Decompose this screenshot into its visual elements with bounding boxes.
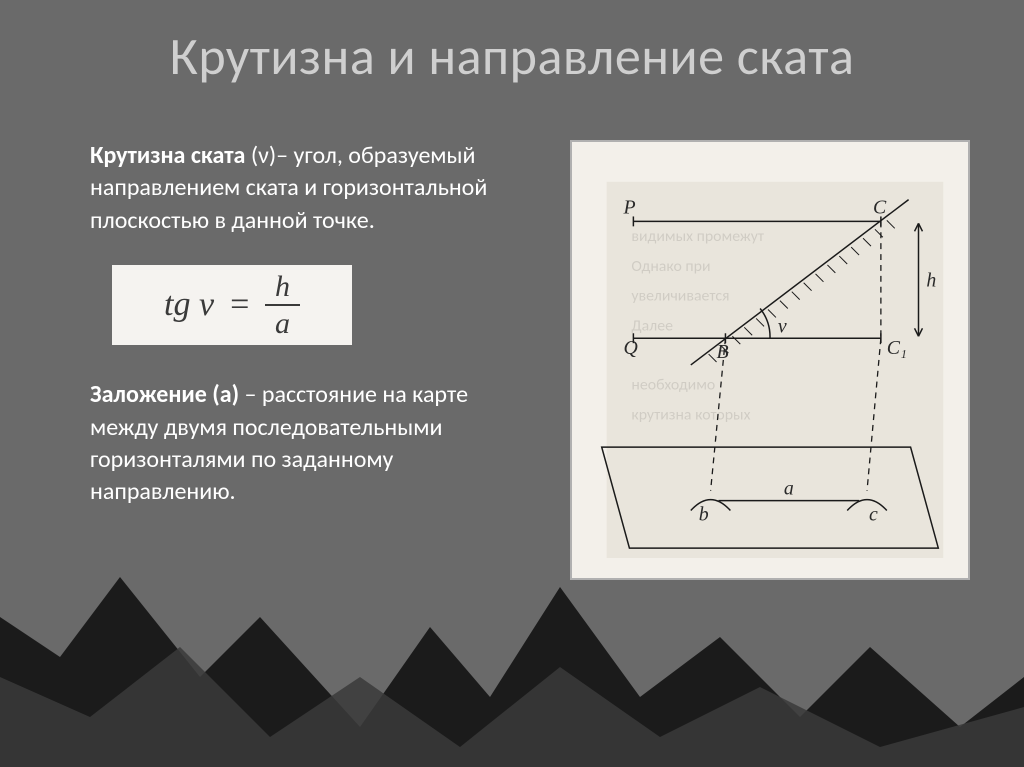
svg-text:необходимо: необходимо <box>631 376 715 395</box>
formula-lhs: tg ν <box>164 286 214 324</box>
definition-steepness: Крутизна ската (ν)– угол, образуемый нап… <box>90 140 520 237</box>
svg-text:увеличивается: увеличивается <box>631 287 729 306</box>
label-nu: ν <box>778 315 787 337</box>
svg-text:крутизна которых: крутизна которых <box>631 405 750 424</box>
term-steepness: Крутизна ската <box>90 141 245 170</box>
label-C1: C₁ <box>887 337 907 359</box>
term-lay: Заложение (а) <box>90 380 239 409</box>
label-Q: Q <box>623 337 637 359</box>
formula: tg ν = h a <box>164 271 300 340</box>
figure-svg: видимых промежут Однако при увеличиваетс… <box>572 142 968 578</box>
text-column: Крутизна ската (ν)– угол, образуемый нап… <box>90 140 520 509</box>
formula-fraction: h a <box>265 271 300 340</box>
slide-title: Крутизна и направление ската <box>0 24 1024 88</box>
formula-eq: = <box>228 286 251 324</box>
formula-numerator: h <box>265 271 300 307</box>
svg-text:Однако при: Однако при <box>631 257 710 276</box>
label-c: c <box>869 503 878 525</box>
formula-denominator: a <box>275 306 290 340</box>
svg-text:Далее: Далее <box>631 316 673 335</box>
definition-lay: Заложение (а) – расстояние на карте межд… <box>90 379 520 509</box>
label-P: P <box>622 196 635 218</box>
label-B: B <box>717 341 729 363</box>
label-h: h <box>926 270 936 292</box>
figure: видимых промежут Однако при увеличиваетс… <box>570 140 970 580</box>
label-b: b <box>699 503 709 525</box>
formula-box: tg ν = h a <box>112 265 352 345</box>
label-a: a <box>784 478 794 500</box>
svg-text:видимых промежут: видимых промежут <box>631 227 764 246</box>
term-symbol: (ν)– <box>245 141 293 170</box>
label-C: C <box>873 196 887 218</box>
slide: Крутизна и направление ската Крутизна ск… <box>0 0 1024 767</box>
